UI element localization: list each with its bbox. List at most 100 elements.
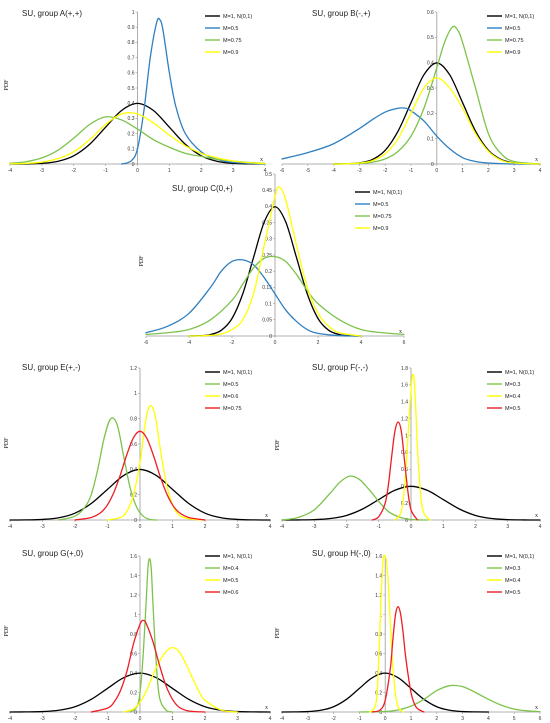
x-tick-label: 0 xyxy=(410,524,413,530)
chart-title: SU, group G(+,0) xyxy=(22,549,83,558)
legend: M=1, N(0,1) M=0.5 M=0.75 M=0.9 xyxy=(487,14,534,56)
legend-label: M=0.9 xyxy=(505,50,520,56)
y-tick-label: 0.8 xyxy=(128,40,135,46)
x-tick-label: 4 xyxy=(269,716,272,722)
x-tick-label: -3 xyxy=(40,524,45,530)
legend-label: M=0.4 xyxy=(223,566,238,572)
legend-label: M=0.5 xyxy=(505,406,520,412)
y-tick-label: 1 xyxy=(134,612,137,618)
y-tick-label: 0.35 xyxy=(262,220,272,226)
y-tick-label: 1.4 xyxy=(375,573,382,579)
legend: M=1, N(0,1) M=0.5 M=0.6 M=0.75 xyxy=(205,370,252,412)
x-tick-label: 3 xyxy=(461,716,464,722)
y-tick-label: 1 xyxy=(132,10,135,16)
x-tick-label: -4 xyxy=(8,524,13,530)
chart-panel-1: -4 -3 -2 -1 0 1 2 3 4 0 0.1 0.2 0.3 0.4 0.5 0.6 0.7 0.8 0.… xyxy=(4,9,267,174)
legend: M=1, N(0,1) M=0.3 M=0.4 M=0.5 xyxy=(487,554,534,596)
y-axis-label: PDF xyxy=(4,79,10,91)
x-tick-label: -2 xyxy=(73,716,78,722)
legend-label: M=1, N(0,1) xyxy=(505,14,534,20)
y-tick-label: 1.2 xyxy=(401,416,408,422)
y-tick-label: 0.1 xyxy=(265,301,272,307)
x-tick-label: 2 xyxy=(204,716,207,722)
x-tick-label: 2 xyxy=(200,168,203,174)
y-tick-label: 0.6 xyxy=(427,10,434,16)
series-line-1 xyxy=(281,485,541,521)
y-tick-label: 0.05 xyxy=(262,318,272,324)
legend-label: M=0.75 xyxy=(373,214,392,220)
series-line-4 xyxy=(9,111,266,165)
x-axis-label: x xyxy=(260,157,263,163)
y-tick-label: 1 xyxy=(405,433,408,439)
series-line-4 xyxy=(90,619,206,713)
y-tick-label: 0.25 xyxy=(262,253,272,259)
x-tick-label: 1 xyxy=(171,524,174,530)
x-axis-label: x xyxy=(535,157,538,163)
x-tick-label: 3 xyxy=(506,524,509,530)
series-line-4 xyxy=(332,77,541,165)
y-tick-label: 0.8 xyxy=(401,450,408,456)
x-tick-label: -5 xyxy=(306,168,311,174)
x-tick-label: 1 xyxy=(442,524,445,530)
y-tick-label: 0.5 xyxy=(427,35,434,41)
x-tick-label: -4 xyxy=(187,340,192,346)
x-tick-label: -6 xyxy=(280,168,285,174)
x-tick-label: 0 xyxy=(136,168,139,174)
series-line-3 xyxy=(9,116,266,164)
x-tick-label: 6 xyxy=(403,340,406,346)
x-tick-label: 0 xyxy=(384,716,387,722)
y-tick-label: 0 xyxy=(405,518,408,524)
series-line-1 xyxy=(281,672,490,713)
legend-label: M=0.5 xyxy=(505,26,520,32)
x-tick-label: 0 xyxy=(139,716,142,722)
y-tick-label: 0 xyxy=(134,518,137,524)
series-line-4 xyxy=(371,606,425,713)
legend-label: M=0.75 xyxy=(223,38,242,44)
y-tick-label: 0.8 xyxy=(130,416,137,422)
x-tick-label: -4 xyxy=(8,168,13,174)
chart-panel-3: -6 -4 -2 0 2 4 6 0 0.05 0.1 0.15 0.2 0.25 0.3 0.35 0.4 0… xyxy=(139,172,406,346)
chart-panel-7: -4 -3 -2 -1 0 1 2 3 4 5 600.20.40.60.811.21.41.6xP… xyxy=(275,549,542,722)
chart-title: SU, group H(-,0) xyxy=(312,549,371,558)
x-tick-label: 3 xyxy=(513,168,516,174)
x-tick-label: 1 xyxy=(461,168,464,174)
x-axis-label: x xyxy=(265,513,268,519)
series-line-3 xyxy=(332,25,541,165)
x-tick-label: 2 xyxy=(317,340,320,346)
x-tick-label: 2 xyxy=(487,168,490,174)
x-tick-label: 4 xyxy=(539,524,542,530)
legend-label: M=0.6 xyxy=(223,394,238,400)
legend-label: M=0.3 xyxy=(505,566,520,572)
x-tick-label: 6 xyxy=(539,716,542,722)
chart-panel-6: -4 -3 -2 -1 0 1 2 3 400.20.40.60.811.21.41.6xPDF… xyxy=(4,549,272,722)
y-tick-label: 0.4 xyxy=(128,101,135,107)
y-tick-label: 0 xyxy=(431,162,434,168)
x-axis-label: x xyxy=(535,705,538,711)
series-line-1 xyxy=(9,102,266,165)
chart-title: SU, group A(+,+) xyxy=(22,9,82,18)
x-tick-label: 3 xyxy=(236,716,239,722)
y-axis-label: PDF xyxy=(4,625,10,637)
x-tick-label: -2 xyxy=(230,340,235,346)
y-tick-label: 0.4 xyxy=(265,204,272,210)
legend-label: M=0.5 xyxy=(373,202,388,208)
y-tick-label: 0.3 xyxy=(128,116,135,122)
x-tick-label: 3 xyxy=(232,168,235,174)
y-tick-label: 0.6 xyxy=(401,467,408,473)
legend-label: M=1, N(0,1) xyxy=(505,554,534,560)
y-tick-label: 0 xyxy=(134,710,137,716)
y-tick-label: 0.1 xyxy=(128,147,135,153)
legend-label: M=0.75 xyxy=(505,38,524,44)
y-tick-label: 0.2 xyxy=(401,501,408,507)
y-tick-label: 1.2 xyxy=(375,593,382,599)
legend-label: M=0.9 xyxy=(373,226,388,232)
x-tick-label: -3 xyxy=(40,716,45,722)
legend-label: M=0.3 xyxy=(505,382,520,388)
y-axis-label: PDF xyxy=(139,255,145,267)
y-tick-label: 0.5 xyxy=(128,86,135,92)
x-tick-label: 5 xyxy=(513,716,516,722)
x-tick-label: 1 xyxy=(410,716,413,722)
y-tick-label: 1.6 xyxy=(375,554,382,560)
x-tick-label: 0 xyxy=(274,340,277,346)
